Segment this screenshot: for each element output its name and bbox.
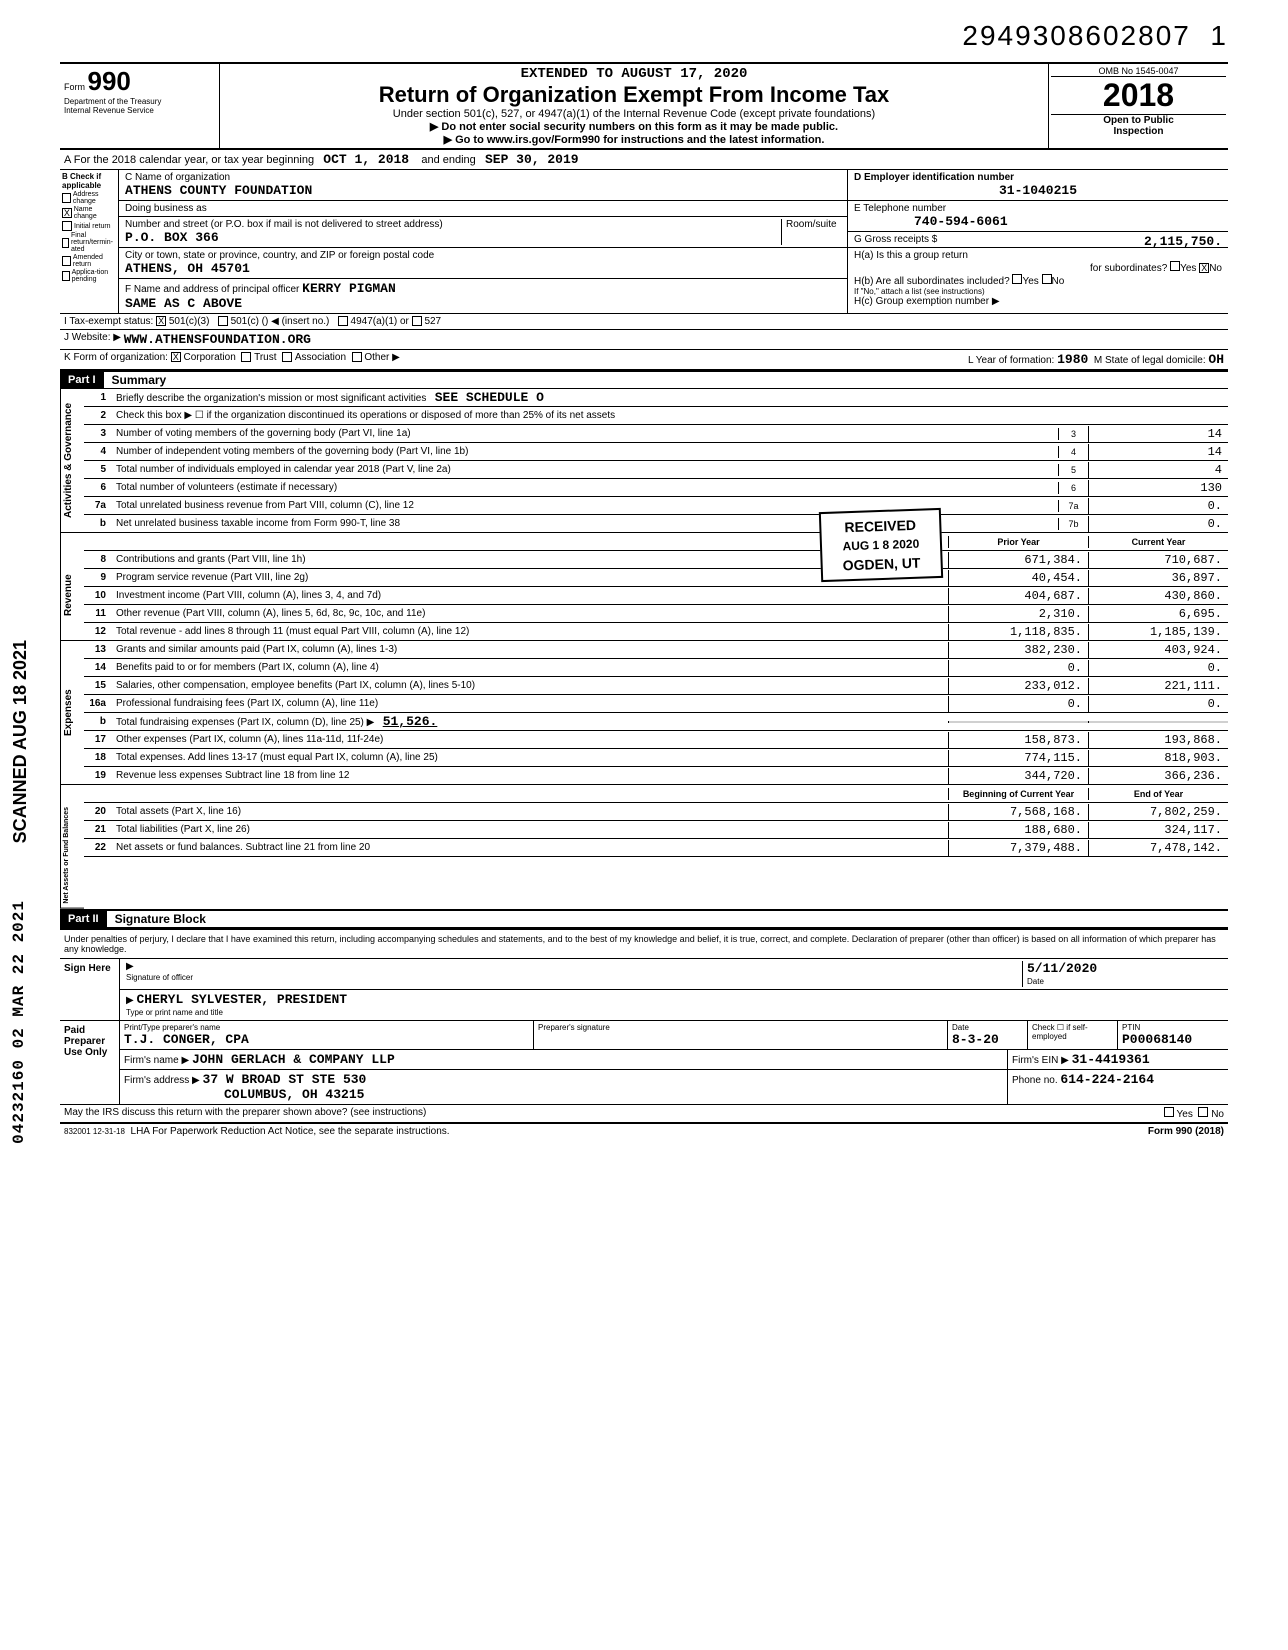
omb-number: OMB No 1545-0047	[1051, 66, 1226, 77]
line-8: 8Contributions and grants (Part VIII, li…	[84, 551, 1228, 569]
line-6: 6Total number of volunteers (estimate if…	[84, 479, 1228, 497]
line-21: 21Total liabilities (Part X, line 26)188…	[84, 821, 1228, 839]
tax-year: 2018	[1051, 77, 1226, 114]
line-b: bNet unrelated business taxable income f…	[84, 515, 1228, 533]
firm-name: JOHN GERLACH & COMPANY LLP	[192, 1052, 395, 1067]
gross-receipts: 2,115,750.	[1144, 234, 1222, 249]
governance-label: Activities & Governance	[60, 389, 84, 533]
line-2: 2Check this box ▶ ☐ if the organization …	[84, 407, 1228, 425]
checkbox-amended-return: Amended return	[62, 254, 116, 268]
left-number-stamp: 04232160 02 MAR 22 2021	[10, 900, 28, 1144]
document-number: 2949308602807 1	[60, 20, 1228, 52]
sign-date: 5/11/2020	[1027, 961, 1097, 976]
line-10: 10Investment income (Part VIII, column (…	[84, 587, 1228, 605]
line-12: 12Total revenue - add lines 8 through 11…	[84, 623, 1228, 641]
firm-phone: 614-224-2164	[1060, 1072, 1154, 1087]
line-11: 11Other revenue (Part VIII, column (A), …	[84, 605, 1228, 623]
line-18: 18Total expenses. Add lines 13-17 (must …	[84, 749, 1228, 767]
preparer-ptin: P00068140	[1122, 1032, 1224, 1047]
checkbox-applica-tion-pending: Applica-tion pending	[62, 269, 116, 283]
checkbox-name-change: XName change	[62, 206, 116, 220]
ein: 31-1040215	[854, 183, 1222, 198]
website-url: WWW.ATHENSFOUNDATION.ORG	[124, 332, 311, 347]
website-row: J Website: ▶ WWW.ATHENSFOUNDATION.ORG	[60, 330, 1228, 350]
paid-preparer-label: Paid Preparer Use Only	[60, 1021, 120, 1104]
tax-exempt-status: I Tax-exempt status: X 501(c)(3) 501(c) …	[60, 314, 1228, 330]
checkbox-final-return-termin-ated: Final return/termin-ated	[62, 232, 116, 253]
current-year-header: Current Year	[1088, 536, 1228, 548]
form-title: Return of Organization Exempt From Incom…	[222, 82, 1046, 108]
line-17: 17Other expenses (Part IX, column (A), l…	[84, 731, 1228, 749]
officer-name: CHERYL SYLVESTER, PRESIDENT	[136, 992, 347, 1007]
declaration-text: Under penalties of perjury, I declare th…	[60, 930, 1228, 959]
line-13: 13Grants and similar amounts paid (Part …	[84, 641, 1228, 659]
line-b: bTotal fundraising expenses (Part IX, co…	[84, 713, 1228, 731]
checkbox-initial-return: Initial return	[62, 221, 116, 231]
tax-period: A For the 2018 calendar year, or tax yea…	[60, 150, 1228, 170]
form-of-org: K Form of organization: X Corporation Tr…	[60, 350, 1228, 370]
org-address: P.O. BOX 366	[125, 230, 781, 245]
part1-header: Part I Summary	[60, 370, 1228, 389]
line-22: 22Net assets or fund balances. Subtract …	[84, 839, 1228, 857]
prior-year-header: Prior Year	[948, 536, 1088, 548]
netassets-label: Net Assets or Fund Balances	[60, 803, 84, 909]
form-number: 990	[88, 66, 131, 96]
line-20: 20Total assets (Part X, line 16)7,568,16…	[84, 803, 1228, 821]
checkbox-address-change: Address change	[62, 191, 116, 205]
line-14: 14Benefits paid to or for members (Part …	[84, 659, 1228, 677]
received-stamp: RECEIVED AUG 1 8 2020 OGDEN, UT	[819, 508, 943, 582]
org-name: ATHENS COUNTY FOUNDATION	[125, 183, 841, 198]
line-7a: 7aTotal unrelated business revenue from …	[84, 497, 1228, 515]
form-footer: Form 990 (2018)	[1148, 1126, 1224, 1137]
org-city: ATHENS, OH 45701	[125, 261, 841, 276]
line-4: 4Number of independent voting members of…	[84, 443, 1228, 461]
entity-info-section: B Check if applicable Address changeXNam…	[60, 170, 1228, 314]
line-3: 3Number of voting members of the governi…	[84, 425, 1228, 443]
line-16a: 16aProfessional fundraising fees (Part I…	[84, 695, 1228, 713]
firm-ein: 31-4419361	[1072, 1052, 1150, 1067]
sign-here-label: Sign Here	[60, 959, 120, 1020]
form-header-row: Form 990 Department of the Treasury Inte…	[60, 62, 1228, 150]
extended-date: EXTENDED TO AUGUST 17, 2020	[222, 66, 1046, 82]
phone: 740-594-6061	[854, 214, 1008, 229]
line-9: 9Program service revenue (Part VIII, lin…	[84, 569, 1228, 587]
line-19: 19Revenue less expenses Subtract line 18…	[84, 767, 1228, 785]
line-1: 1Briefly describe the organization's mis…	[84, 389, 1228, 407]
revenue-label: Revenue	[60, 551, 84, 641]
preparer-name: T.J. CONGER, CPA	[124, 1032, 529, 1047]
scanned-stamp: SCANNED AUG 18 2021	[10, 640, 31, 843]
line-15: 15Salaries, other compensation, employee…	[84, 677, 1228, 695]
line-5: 5Total number of individuals employed in…	[84, 461, 1228, 479]
expenses-label: Expenses	[60, 641, 84, 785]
principal-officer: KERRY PIGMAN	[302, 281, 396, 296]
part2-header: Part II Signature Block	[60, 909, 1228, 928]
